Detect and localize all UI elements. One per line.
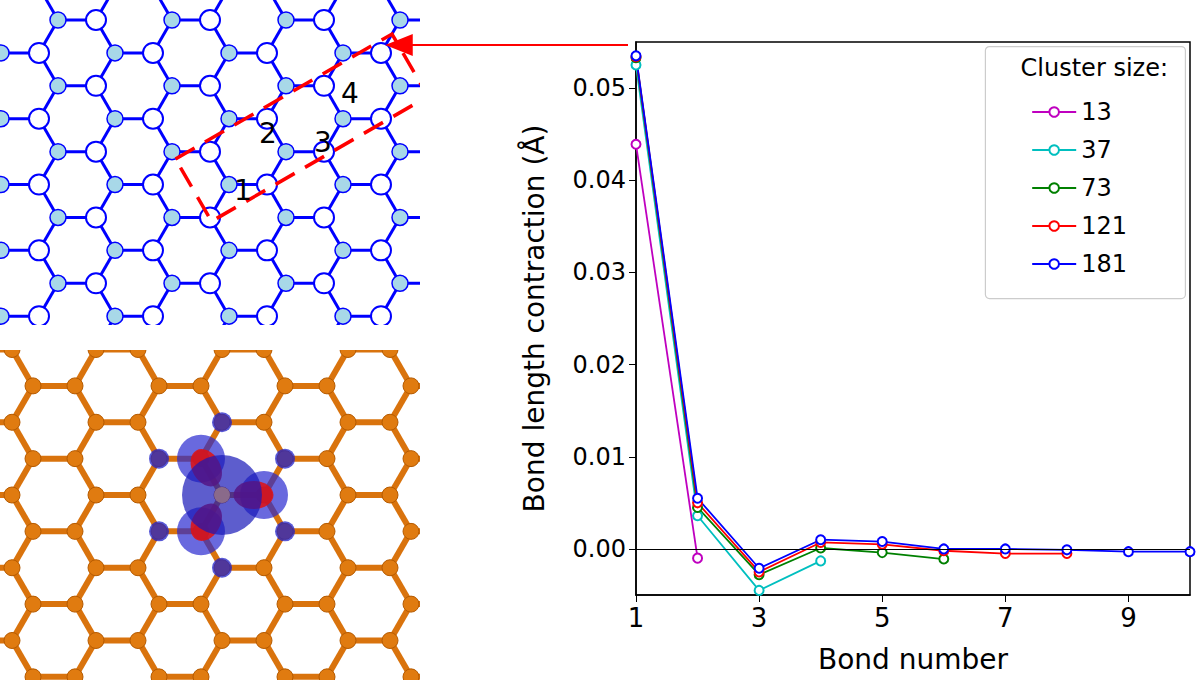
svg-text:1: 1: [234, 174, 252, 207]
svg-text:121: 121: [1081, 212, 1127, 240]
svg-text:1: 1: [628, 603, 645, 633]
svg-text:37: 37: [1081, 136, 1112, 164]
svg-text:Bond length contraction (Å): Bond length contraction (Å): [517, 125, 551, 513]
svg-text:5: 5: [874, 603, 891, 633]
svg-text:3: 3: [751, 603, 768, 633]
svg-text:0.02: 0.02: [573, 351, 626, 379]
svg-text:7: 7: [997, 603, 1014, 633]
svg-text:181: 181: [1081, 250, 1127, 278]
svg-text:Bond number: Bond number: [818, 643, 1009, 676]
svg-text:Cluster size:: Cluster size:: [1021, 54, 1168, 82]
svg-text:3: 3: [314, 126, 332, 159]
svg-text:4: 4: [341, 77, 359, 110]
svg-text:0.00: 0.00: [573, 535, 626, 563]
svg-text:73: 73: [1081, 174, 1112, 202]
svg-text:0.05: 0.05: [573, 74, 626, 102]
svg-text:0.01: 0.01: [573, 443, 626, 471]
svg-text:2: 2: [259, 117, 277, 150]
svg-text:13: 13: [1081, 98, 1112, 126]
svg-text:9: 9: [1120, 603, 1137, 633]
svg-text:0.03: 0.03: [573, 258, 626, 286]
svg-text:0.04: 0.04: [573, 166, 626, 194]
